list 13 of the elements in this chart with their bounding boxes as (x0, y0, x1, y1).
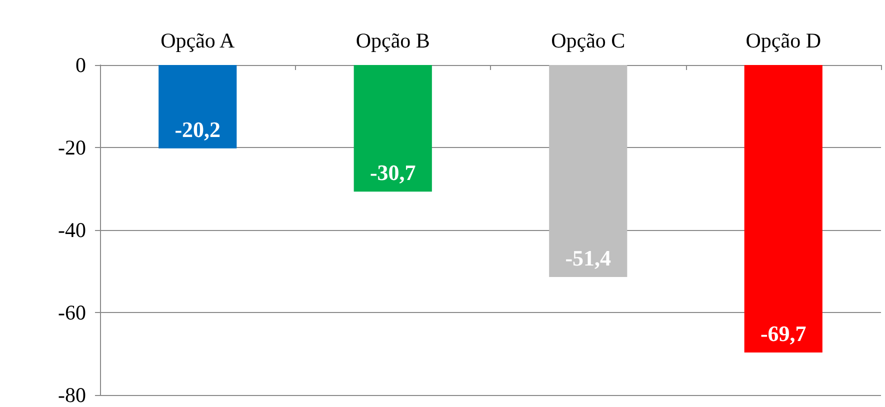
y-tick-label: -60 (58, 300, 86, 324)
y-tick-label: -20 (58, 136, 86, 160)
x-tick-label: Opção D (746, 28, 821, 52)
data-label: -20,2 (174, 116, 221, 142)
x-tick-label: Opção A (160, 28, 236, 52)
x-tick-label: Opção B (356, 28, 430, 52)
data-label: -30,7 (370, 160, 416, 186)
y-tick-label: -40 (58, 218, 86, 242)
data-label: -69,7 (760, 321, 806, 346)
y-tick-label: -80 (58, 383, 86, 407)
y-tick-label: 0 (76, 53, 86, 77)
x-tick-label: Opção C (551, 28, 626, 52)
data-label: -51,4 (565, 246, 612, 271)
